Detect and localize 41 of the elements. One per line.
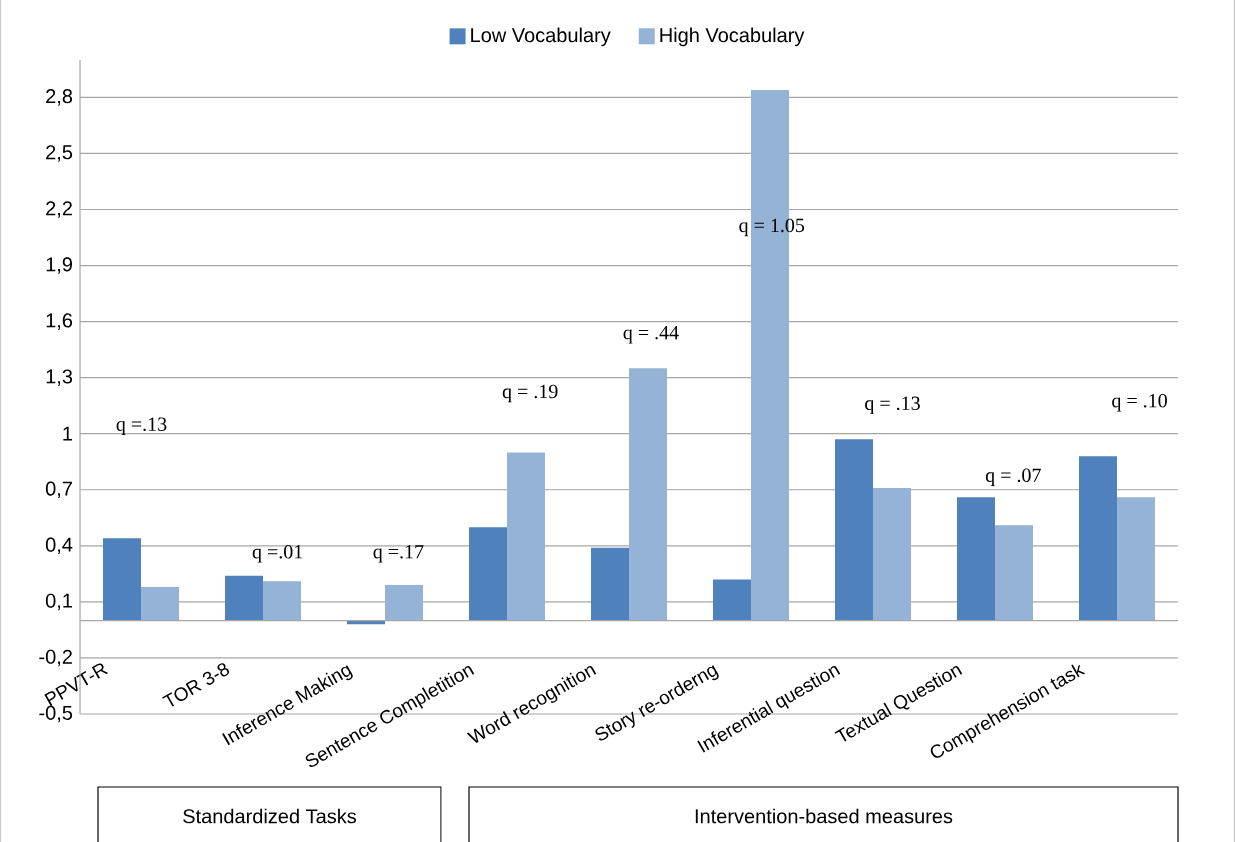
bar	[507, 452, 545, 621]
y-tick-label: 1,3	[46, 369, 73, 386]
annotation: q = .07	[985, 468, 1041, 487]
bar	[225, 575, 263, 621]
y-tick-label: 1,9	[46, 257, 73, 274]
y-tick-label: 1,6	[46, 313, 73, 330]
annotation: q = .13	[865, 396, 920, 415]
bar	[872, 487, 911, 621]
bar	[385, 585, 423, 621]
text: Intervention-based measures	[695, 808, 953, 824]
annotation: q =.17	[373, 545, 424, 563]
y-tick-label: -0,5	[39, 705, 73, 723]
bar	[469, 527, 507, 621]
annotation: q = 1.05	[739, 218, 805, 237]
text: Standardized Tasks	[183, 808, 357, 824]
bar	[712, 579, 751, 621]
bar	[590, 547, 629, 621]
bar	[263, 581, 301, 621]
y-tick-label: 0,4	[45, 537, 73, 555]
bar	[1078, 456, 1117, 621]
y-tick-label: 0,1	[45, 593, 72, 611]
bar	[956, 497, 995, 621]
annotation: q = .19	[502, 384, 558, 403]
y-tick-label: 1	[63, 426, 72, 441]
bar	[994, 525, 1033, 621]
bar	[834, 439, 873, 621]
y-tick-label: 0,7	[45, 481, 72, 499]
bar	[103, 538, 141, 621]
legend-label: Low Vocabulary	[471, 27, 611, 47]
legend-label: High Vocabulary	[660, 27, 805, 47]
bar	[1116, 497, 1155, 621]
x-tick-label: TOR 3-8	[162, 663, 230, 707]
y-tick-label: 2,5	[46, 145, 73, 162]
bar	[141, 586, 179, 621]
annotation: q =.13	[116, 417, 167, 435]
y-tick-label: 2,8	[46, 89, 73, 106]
annotation: q = .10	[1112, 393, 1167, 412]
annotation: q =.01	[252, 545, 303, 563]
annotation: q = .44	[623, 325, 679, 344]
bar	[628, 368, 667, 621]
y-tick-label: 2,2	[46, 201, 72, 218]
